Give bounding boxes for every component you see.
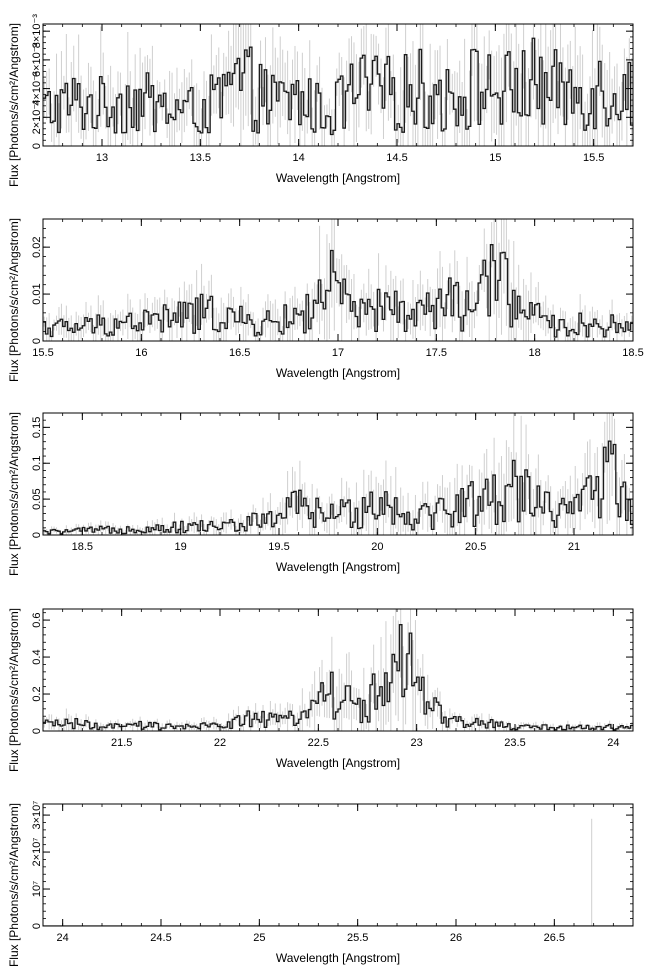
- y-tick-label: 0.05: [31, 488, 43, 509]
- x-tick-label: 24: [607, 737, 619, 749]
- x-tick-label: 16: [135, 347, 147, 359]
- y-tick-label: 2×10⁷: [31, 838, 43, 867]
- x-axis-label: Wavelength [Angstrom]: [276, 171, 400, 185]
- x-tick-label: 14: [293, 152, 305, 164]
- y-tick-label: 0: [31, 923, 43, 929]
- plot-area: [43, 609, 633, 731]
- x-tick-label: 13: [96, 152, 108, 164]
- x-tick-label: 17.5: [426, 347, 447, 359]
- x-tick-label: 19: [175, 541, 187, 553]
- plot-frame: [42, 608, 634, 732]
- y-tick-label: 10⁷: [31, 881, 43, 897]
- y-tick-label: 0.1: [31, 456, 43, 471]
- y-tick-label: 0: [31, 532, 43, 538]
- error-bars: [43, 609, 633, 731]
- y-tick-label: 6×10⁻³: [31, 42, 43, 77]
- y-axis-label: Flux [Photons/s/cm²/Angstrom]: [7, 608, 21, 772]
- y-tick-label: 3×10⁷: [31, 801, 43, 830]
- x-tick-label: 19.5: [268, 541, 289, 553]
- x-axis-label: Wavelength [Angstrom]: [276, 560, 400, 574]
- plot-area: [43, 818, 633, 926]
- y-tick-label: 0.6: [31, 612, 43, 627]
- plot-area: [43, 24, 633, 146]
- x-tick-label: 14.5: [386, 152, 407, 164]
- panel-2: 15.5 16 16.5 17 17.5 18 18.5 0 0.01 0.02 Wavelengt…: [7, 218, 644, 382]
- spectrum-line: [43, 244, 633, 338]
- y-axis-label: Flux [Photons/s/cm²/Angstrom]: [7, 412, 21, 576]
- y-tick-label: 0.2: [31, 686, 43, 701]
- panel-4: 21.5 22 22.5 23 23.5 24 0 0.2 0.4 0.6 Wavelength […: [7, 608, 634, 772]
- y-tick-label: 0.01: [31, 283, 43, 304]
- x-tick-label: 24: [57, 932, 69, 944]
- y-axis-label: Flux [Photons/s/cm²/Angstrom]: [7, 218, 21, 382]
- x-tick-label: 18: [529, 347, 541, 359]
- x-tick-label: 20.5: [465, 541, 486, 553]
- y-tick-label: 0: [31, 143, 43, 149]
- panel-3: 18.5 19 19.5 20 20.5 21 0 0.05 0.1 0.15 Wavelength…: [7, 412, 634, 576]
- x-tick-label: 21.5: [111, 737, 132, 749]
- x-tick-label: 15.5: [32, 347, 53, 359]
- spectrum-line: [43, 37, 633, 136]
- x-tick-label: 24.5: [150, 932, 171, 944]
- y-tick-label: 0.4: [31, 649, 43, 664]
- x-tick-label: 15: [489, 152, 501, 164]
- y-tick-label: 0: [31, 728, 43, 734]
- panel-5: 24 24.5 25 25.5 26 26.5 0 10⁷ 2×10⁷ 3×10⁷ Waveleng…: [7, 801, 634, 967]
- y-tick-label: 0.15: [31, 417, 43, 438]
- x-tick-label: 25: [253, 932, 265, 944]
- x-tick-label: 22: [214, 737, 226, 749]
- x-tick-label: 26.5: [544, 932, 565, 944]
- x-tick-label: 21: [568, 541, 580, 553]
- spectrum-line: [43, 624, 633, 731]
- y-axis-label: Flux [Photons/s/cm²/Angstrom]: [7, 23, 21, 187]
- y-tick-label: 4×10⁻³: [31, 71, 43, 106]
- y-tick-label: 8×10⁻³: [31, 14, 43, 49]
- y-tick-label: 0.02: [31, 236, 43, 257]
- x-tick-label: 23.5: [504, 737, 525, 749]
- plot-frame: [42, 803, 634, 927]
- x-tick-label: 13.5: [190, 152, 211, 164]
- x-tick-label: 22.5: [308, 737, 329, 749]
- x-tick-label: 18.5: [622, 347, 643, 359]
- x-axis-label: Wavelength [Angstrom]: [276, 366, 400, 380]
- x-tick-label: 26: [450, 932, 462, 944]
- panel-1: 13 13.5 14 14.5 15 15.5 0 2×10⁻³4×10⁻³6×10⁻³8×1…: [7, 14, 634, 187]
- y-tick-label: 0: [31, 338, 43, 344]
- x-tick-label: 17: [332, 347, 344, 359]
- x-tick-label: 23: [411, 737, 423, 749]
- error-bars: [43, 413, 633, 535]
- x-tick-label: 15.5: [583, 152, 604, 164]
- x-tick-label: 16.5: [229, 347, 250, 359]
- x-tick-label: 18.5: [72, 541, 93, 553]
- plot-area: [43, 413, 633, 535]
- spectrum-line: [43, 440, 633, 535]
- y-axis-label: Flux [Photons/s/cm²/Angstrom]: [7, 803, 21, 967]
- x-axis-label: Wavelength [Angstrom]: [276, 756, 400, 770]
- plot-area: [43, 219, 633, 341]
- x-tick-label: 25.5: [347, 932, 368, 944]
- y-tick-label: 2×10⁻³: [31, 100, 43, 135]
- x-tick-label: 20: [371, 541, 383, 553]
- x-axis-label: Wavelength [Angstrom]: [276, 951, 400, 965]
